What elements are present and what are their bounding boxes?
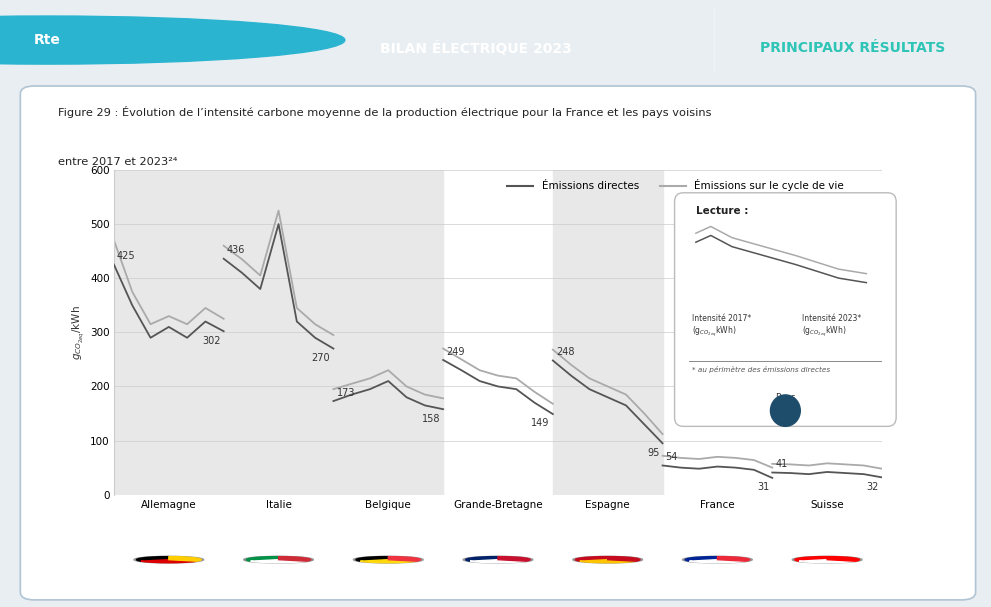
Bar — [553, 170, 663, 495]
Wedge shape — [799, 560, 855, 563]
Circle shape — [770, 395, 801, 426]
Y-axis label: $g_{CO_{2eq}}$/kWh: $g_{CO_{2eq}}$/kWh — [71, 305, 87, 360]
Text: 41: 41 — [775, 459, 788, 469]
Text: 173: 173 — [337, 388, 355, 398]
Circle shape — [0, 16, 345, 64]
Circle shape — [354, 557, 423, 563]
Text: Pays: Pays — [775, 393, 796, 402]
Text: entre 2017 et 2023²⁴: entre 2017 et 2023²⁴ — [57, 157, 177, 166]
Circle shape — [573, 557, 642, 563]
Text: 249: 249 — [446, 347, 465, 357]
Text: PRINCIPAUX RÉSULTATS: PRINCIPAUX RÉSULTATS — [760, 41, 944, 55]
Text: 31: 31 — [757, 482, 769, 492]
Text: 149: 149 — [531, 418, 550, 429]
Text: * au périmètre des émissions directes: * au périmètre des émissions directes — [692, 365, 829, 373]
Wedge shape — [827, 557, 859, 561]
Wedge shape — [576, 557, 607, 561]
Wedge shape — [580, 560, 635, 563]
Text: 270: 270 — [312, 353, 330, 363]
Wedge shape — [497, 557, 530, 561]
Bar — [224, 170, 333, 495]
Wedge shape — [168, 557, 201, 561]
Text: 425: 425 — [117, 251, 136, 262]
Wedge shape — [685, 557, 717, 561]
Wedge shape — [141, 560, 197, 563]
Text: Intensité 2023*
(g$_{CO_{2eq}}$kWh): Intensité 2023* (g$_{CO_{2eq}}$kWh) — [803, 314, 861, 339]
Text: Rte: Rte — [34, 33, 61, 47]
Circle shape — [463, 557, 533, 563]
Legend: Émissions directes, Émissions sur le cycle de vie: Émissions directes, Émissions sur le cyc… — [503, 175, 848, 195]
Text: 95: 95 — [647, 447, 659, 458]
Circle shape — [244, 557, 313, 563]
Wedge shape — [251, 560, 306, 563]
Wedge shape — [717, 557, 749, 561]
Wedge shape — [278, 557, 311, 561]
Wedge shape — [137, 557, 168, 561]
Text: 32: 32 — [866, 482, 879, 492]
Text: 158: 158 — [421, 413, 440, 424]
Text: Figure 29 : Évolution de l’intensité carbone moyenne de la production électrique: Figure 29 : Évolution de l’intensité car… — [57, 106, 712, 118]
Wedge shape — [607, 557, 640, 561]
Wedge shape — [388, 557, 420, 561]
FancyBboxPatch shape — [21, 86, 975, 600]
FancyBboxPatch shape — [675, 193, 896, 426]
Wedge shape — [466, 557, 497, 561]
Text: Intensité 2017*
(g$_{CO_{2eq}}$kWh): Intensité 2017* (g$_{CO_{2eq}}$kWh) — [692, 314, 751, 339]
Bar — [333, 170, 443, 495]
Wedge shape — [690, 560, 745, 563]
Wedge shape — [356, 557, 388, 561]
Text: BILAN ÉLECTRIQUE 2023: BILAN ÉLECTRIQUE 2023 — [380, 41, 572, 56]
Text: 248: 248 — [556, 347, 575, 358]
Wedge shape — [470, 560, 526, 563]
Text: 54: 54 — [666, 452, 678, 463]
Text: 302: 302 — [202, 336, 221, 345]
Circle shape — [134, 557, 204, 563]
Circle shape — [683, 557, 752, 563]
Text: 436: 436 — [227, 245, 245, 256]
Bar — [114, 170, 224, 495]
Wedge shape — [795, 557, 827, 561]
Wedge shape — [247, 557, 278, 561]
Wedge shape — [361, 560, 416, 563]
Text: Lecture :: Lecture : — [696, 206, 748, 216]
Circle shape — [792, 557, 862, 563]
